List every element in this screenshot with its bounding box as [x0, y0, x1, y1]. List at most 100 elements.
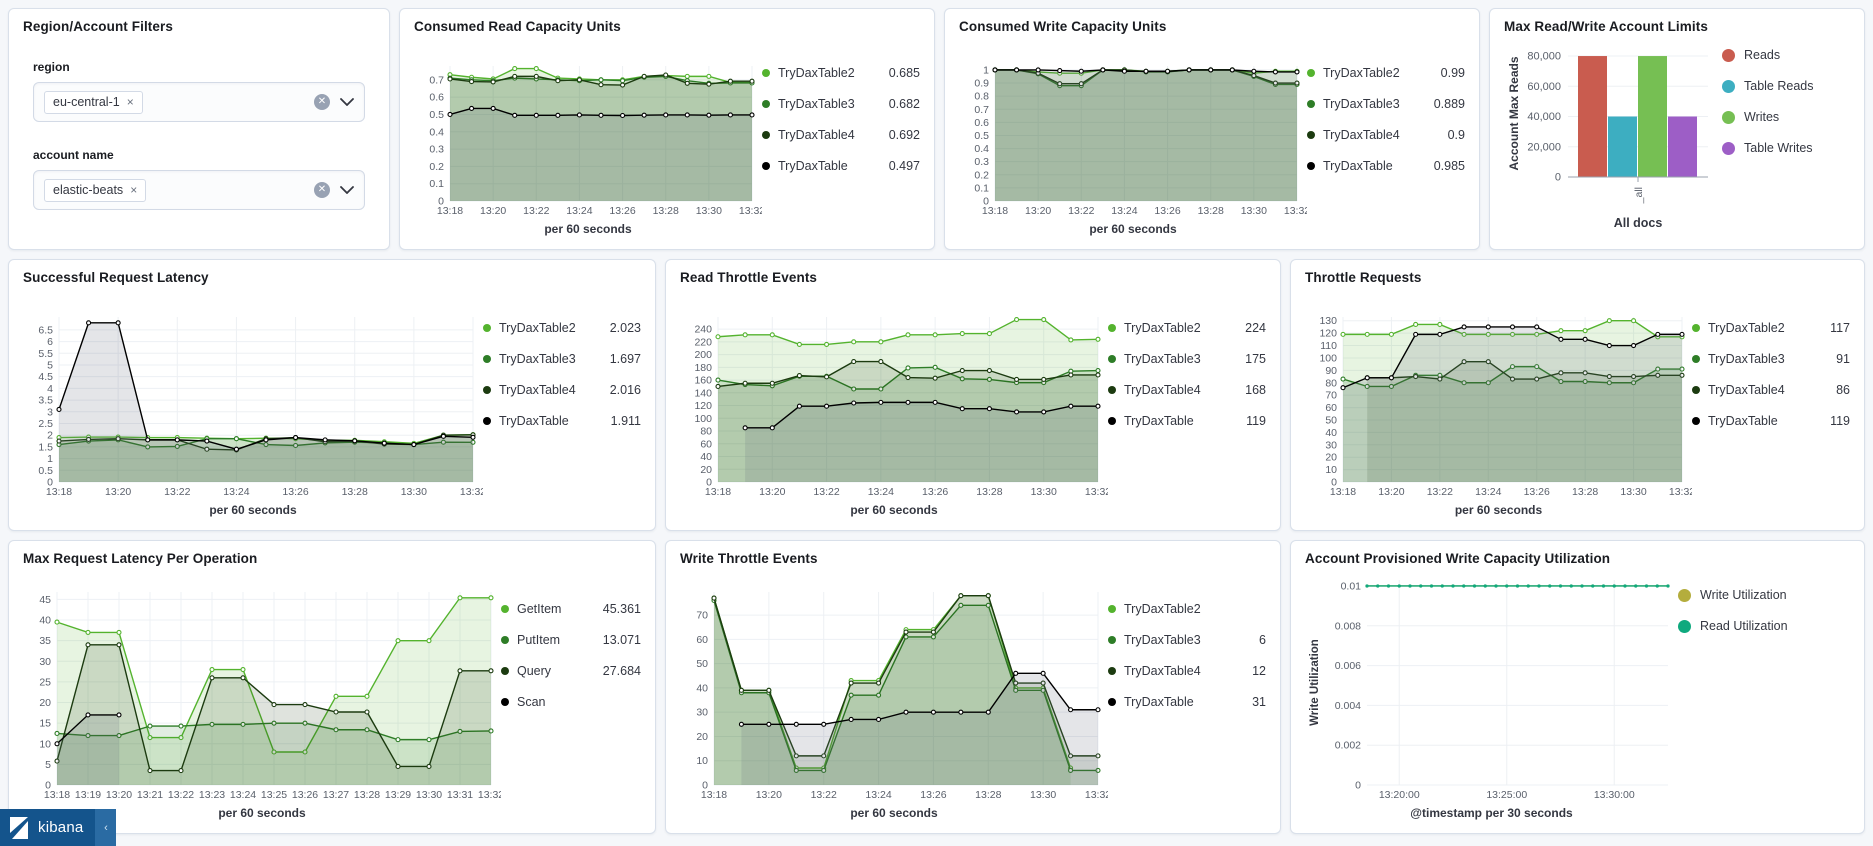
legend-item[interactable]: Query 27.684: [501, 664, 641, 678]
clear-account-selection-icon[interactable]: ✕: [314, 182, 330, 198]
remove-region-pill-icon[interactable]: ×: [126, 94, 134, 109]
svg-text:0: 0: [983, 196, 989, 208]
svg-text:13:27: 13:27: [323, 789, 349, 801]
legend-item[interactable]: TryDaxTable4 0.692: [762, 128, 920, 142]
legend-item[interactable]: Reads: [1722, 48, 1850, 62]
throttle-requests-chart[interactable]: 0 10 20 30 40 50 60 70 80 90 100 110 120 130 13:18 13:2…: [1305, 311, 1695, 500]
chevron-down-icon[interactable]: [340, 98, 354, 106]
collapse-nav-button[interactable]: ‹: [95, 809, 117, 846]
svg-text:20: 20: [700, 464, 712, 476]
kibana-home-link[interactable]: kibana: [0, 809, 96, 846]
legend-item[interactable]: PutItem 13.071: [501, 633, 641, 647]
legend-dot-icon: [501, 605, 509, 613]
svg-text:10: 10: [39, 738, 51, 750]
consumed-write-chart[interactable]: 0 0.1 0.2 0.3 0.4 0.5 0.6 0.7 0.8 0.9 1 13:18 13:20 1…: [959, 60, 1310, 219]
legend-item[interactable]: TryDaxTable4 2.016: [483, 383, 641, 397]
legend-item[interactable]: TryDaxTable2 224: [1108, 321, 1266, 335]
legend-dot-icon: [1678, 619, 1691, 633]
legend-item[interactable]: TryDaxTable3 91: [1692, 352, 1850, 366]
svg-text:50: 50: [696, 658, 708, 670]
svg-text:0.5: 0.5: [38, 465, 53, 477]
legend-item[interactable]: TryDaxTable2 0.685: [762, 66, 920, 80]
svg-text:0.7: 0.7: [974, 104, 989, 116]
legend-item[interactable]: TryDaxTable3 6: [1108, 633, 1266, 647]
remove-account-pill-icon[interactable]: ×: [130, 182, 138, 197]
write-utilization-chart[interactable]: 0 0.002 0.004 0.006 0.008 0.01 Write Utilizati…: [1305, 574, 1678, 803]
account-filter-pill[interactable]: elastic-beats ×: [44, 178, 147, 202]
legend-item[interactable]: TryDaxTable4 12: [1108, 664, 1266, 678]
legend-item[interactable]: Table Writes: [1722, 141, 1850, 155]
legend-item[interactable]: Table Reads: [1722, 79, 1850, 93]
svg-text:13:30: 13:30: [401, 486, 427, 498]
legend-item[interactable]: Write Utilization: [1678, 588, 1850, 602]
legend-item[interactable]: TryDaxTable 31: [1108, 695, 1266, 709]
legend-item[interactable]: GetItem 45.361: [501, 602, 641, 616]
legend-item[interactable]: Read Utilization: [1678, 619, 1850, 633]
legend-series-name: TryDaxTable: [1124, 414, 1194, 428]
legend-series-value: 117: [1830, 321, 1850, 335]
region-filter-pill[interactable]: eu-central-1 ×: [44, 90, 143, 114]
legend-item[interactable]: TryDaxTable2 117: [1692, 321, 1850, 335]
legend-series-value: 0.497: [888, 159, 920, 173]
legend-item[interactable]: TryDaxTable 0.497: [762, 159, 920, 173]
legend-series-name: TryDaxTable4: [1124, 664, 1201, 678]
legend-series-value: 0.9: [1447, 128, 1465, 142]
legend-item[interactable]: TryDaxTable2 2.023: [483, 321, 641, 335]
chevron-down-icon[interactable]: [340, 186, 354, 194]
legend-item[interactable]: Scan: [501, 695, 641, 709]
chart-svg: 0 10 20 30 40 50 60 70 13:18 13:20 13:22 13:24 13:26…: [696, 592, 1111, 801]
svg-text:13:22: 13:22: [523, 205, 549, 217]
clear-region-selection-icon[interactable]: ✕: [314, 94, 330, 110]
legend-item[interactable]: TryDaxTable3 175: [1108, 352, 1266, 366]
legend-item[interactable]: TryDaxTable4 168: [1108, 383, 1266, 397]
read-throttle-chart[interactable]: 0 20 40 60 80 100 120 140 160 180 200 220 240 13:18 13…: [680, 311, 1111, 500]
legend-dot-icon: [762, 162, 770, 170]
svg-text:13:18: 13:18: [982, 205, 1008, 217]
region-combobox[interactable]: eu-central-1 × ✕: [33, 82, 365, 122]
legend-item[interactable]: TryDaxTable3 0.889: [1307, 97, 1465, 111]
x-axis-label: per 60 seconds: [850, 503, 938, 517]
legend-item[interactable]: TryDaxTable3 0.682: [762, 97, 920, 111]
svg-text:6: 6: [47, 336, 53, 348]
latency-per-operation-chart[interactable]: 0 5 10 15 20 25 30 35 40 45 13:18 13:19 13:20 13:21 13…: [23, 586, 504, 803]
svg-text:100: 100: [694, 413, 712, 425]
request-latency-chart[interactable]: 0 0.5 1 1.5 2 2.5 3 3.5 4 4.5 5 5.5 6 6.5 13:18 13:20 13…: [23, 311, 486, 500]
svg-text:13:28: 13:28: [653, 205, 679, 217]
legend-item[interactable]: TryDaxTable 1.911: [483, 414, 641, 428]
consumed-read-chart[interactable]: 0 0.1 0.2 0.3 0.4 0.5 0.6 0.7 13:18 13:20 13:22 13:…: [414, 60, 765, 219]
legend-item[interactable]: Writes: [1722, 110, 1850, 124]
account-combobox[interactable]: elastic-beats × ✕: [33, 170, 365, 210]
svg-text:13:24: 13:24: [1111, 205, 1137, 217]
legend-item[interactable]: TryDaxTable2: [1108, 602, 1266, 616]
legend-series-name: TryDaxTable3: [1124, 633, 1201, 647]
legend-item[interactable]: TryDaxTable2 0.99: [1307, 66, 1465, 80]
legend-series-value: 0.99: [1440, 66, 1465, 80]
legend-item[interactable]: TryDaxTable 119: [1692, 414, 1850, 428]
legend-item[interactable]: TryDaxTable 119: [1108, 414, 1266, 428]
svg-text:1.5: 1.5: [38, 441, 53, 453]
svg-text:90: 90: [1325, 365, 1337, 377]
legend-item[interactable]: TryDaxTable3 1.697: [483, 352, 641, 366]
svg-text:13:30: 13:30: [1620, 486, 1646, 498]
svg-text:13:26: 13:26: [282, 486, 308, 498]
legend-item[interactable]: TryDaxTable 0.985: [1307, 159, 1465, 173]
svg-text:13:24: 13:24: [566, 205, 592, 217]
account-limits-bar-chart[interactable]: 0 20,000 40,000 60,000 80,000 Account Max Rea…: [1504, 42, 1722, 239]
svg-text:0.8: 0.8: [974, 91, 989, 103]
svg-text:13:18: 13:18: [46, 486, 72, 498]
legend-series-name: Reads: [1744, 48, 1781, 62]
svg-text:20,000: 20,000: [1527, 141, 1561, 153]
svg-text:60,000: 60,000: [1527, 81, 1561, 93]
svg-text:180: 180: [694, 362, 712, 374]
legend-item[interactable]: TryDaxTable4 0.9: [1307, 128, 1465, 142]
legend-series-value: 31: [1252, 695, 1266, 709]
svg-text:20: 20: [39, 697, 51, 709]
bar-table-writes: [1668, 116, 1697, 177]
legend-dot-icon: [483, 386, 491, 394]
legend-series-name: TryDaxTable2: [1708, 321, 1785, 335]
write-throttle-chart[interactable]: 0 10 20 30 40 50 60 70 13:18 13:20 13:22 13:24 13:26…: [680, 586, 1111, 803]
account-field-label: account name: [33, 148, 114, 162]
svg-text:13:24: 13:24: [230, 789, 256, 801]
svg-text:4.5: 4.5: [38, 371, 53, 383]
legend-item[interactable]: TryDaxTable4 86: [1692, 383, 1850, 397]
